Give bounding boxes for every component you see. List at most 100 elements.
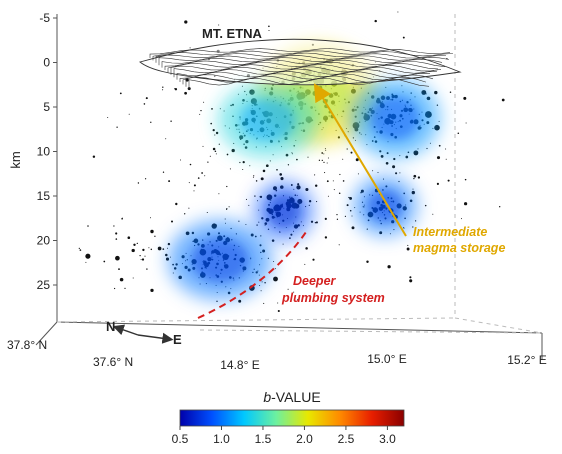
- hypocenter-dot: [242, 168, 244, 171]
- hypocenter-dot: [426, 147, 428, 150]
- hypocenter-dot: [214, 150, 217, 153]
- hypocenter-dot: [150, 288, 154, 293]
- annotation-magma-storage-line1: Intermediate: [413, 225, 487, 239]
- hypocenter-dot: [137, 182, 140, 184]
- hypocenter-dot: [352, 137, 355, 139]
- hypocenter-dot: [231, 148, 235, 153]
- hypocenter-dot: [307, 156, 309, 158]
- topography-contour: [155, 52, 447, 63]
- hypocenter-dot: [210, 122, 213, 125]
- hypocenter-dot: [499, 206, 501, 208]
- hypocenter-dot: [92, 155, 96, 158]
- box-back-edges: [56, 14, 543, 334]
- hypocenter-dot: [314, 222, 317, 224]
- hypocenter-dot: [463, 96, 467, 100]
- hypocenter-dot: [199, 113, 201, 115]
- hypocenter-dot: [140, 259, 142, 261]
- hypocenter-dot: [326, 180, 329, 183]
- hypocenter-dot: [461, 218, 462, 220]
- hypocenter-dot: [248, 204, 250, 206]
- hypocenter-dot: [349, 196, 353, 200]
- hypocenter-dot: [366, 260, 369, 263]
- hypocenter-dot: [148, 247, 150, 249]
- hypocenter-dot: [78, 247, 80, 249]
- hypocenter-dot: [103, 260, 106, 263]
- hypocenter-dot: [245, 198, 248, 200]
- hypocenter-dot: [287, 288, 289, 290]
- hypocenter-dot: [107, 117, 109, 118]
- colorbar: [179, 409, 405, 427]
- hypocenter-dot: [409, 276, 412, 279]
- hypocenter-dot: [133, 243, 136, 246]
- compass-north-label: N: [106, 319, 115, 334]
- b-value-cluster-core: [370, 96, 420, 140]
- hypocenter-dot: [139, 254, 141, 257]
- hypocenter-dot: [333, 189, 335, 191]
- hypocenter-dot: [239, 161, 241, 164]
- colorbar-tick-label: 0.5: [172, 432, 189, 446]
- hypocenter-dot: [128, 113, 130, 115]
- hypocenter-dot: [305, 187, 309, 192]
- hypocenter-dot: [141, 258, 145, 261]
- hypocenter-dot: [85, 261, 87, 263]
- hypocenter-dot: [413, 177, 415, 180]
- hypocenter-dot: [314, 174, 316, 176]
- hypocenter-dot: [351, 226, 355, 230]
- hypocenter-dot: [464, 178, 467, 181]
- hypocenter-dot: [464, 202, 468, 206]
- hypocenter-dot: [324, 217, 327, 220]
- annotation-deeper-plumbing-line1: Deeper: [293, 274, 337, 288]
- hypocenter-dot: [324, 148, 326, 150]
- volcano-label: MT. ETNA: [202, 26, 263, 41]
- hypocenter-dot: [170, 220, 174, 223]
- hypocenter-dot: [150, 217, 151, 219]
- x-tick-label: 14.8° E: [220, 358, 260, 372]
- hypocenter-dot: [184, 213, 186, 215]
- hypocenter-dot: [323, 153, 325, 155]
- hypocenter-dot: [202, 145, 204, 147]
- x-tick-label: 15.0° E: [367, 352, 407, 366]
- hypocenter-dot: [417, 176, 421, 179]
- hypocenter-dot: [465, 122, 467, 124]
- depth-axis-ticks: -5 0 5 10 15 20 25: [37, 11, 57, 292]
- hypocenter-dot: [254, 195, 256, 197]
- hypocenter-dot: [276, 168, 278, 171]
- compass-rose: N E: [106, 319, 182, 347]
- hypocenter-dot: [397, 11, 399, 13]
- hypocenter-dot: [346, 204, 349, 207]
- hypocenter-dot: [207, 161, 209, 163]
- hypocenter-dot: [451, 233, 453, 234]
- hypocenter-dot: [464, 229, 466, 231]
- hypocenter-dot: [321, 152, 324, 154]
- hypocenter-dot: [325, 149, 327, 151]
- hypocenter-dot: [305, 247, 308, 250]
- hypocenter-dot: [260, 290, 262, 292]
- hypocenter-dot: [338, 192, 341, 194]
- depth-tick-label: 0: [43, 56, 50, 70]
- hypocenter-dot: [184, 91, 187, 95]
- hypocenter-dot: [136, 242, 138, 245]
- hypocenter-dot: [269, 160, 271, 162]
- hypocenter-dot: [167, 242, 171, 246]
- hypocenter-dot: [392, 165, 396, 169]
- hypocenter-dot: [327, 195, 329, 197]
- hypocenter-dot: [436, 156, 441, 160]
- hypocenter-dot: [501, 98, 505, 102]
- depth-tick-label: -5: [39, 11, 50, 25]
- hypocenter-dot: [131, 248, 135, 253]
- hypocenter-dot: [387, 265, 391, 269]
- hypocenter-dot: [262, 169, 266, 173]
- hypocenter-dot: [293, 291, 295, 293]
- hypocenter-dot: [132, 277, 134, 279]
- hypocenter-dot: [326, 162, 328, 164]
- hypocenter-dot: [323, 161, 325, 164]
- hypocenter-dot: [377, 171, 379, 174]
- hypocenter-dot: [332, 180, 334, 182]
- hypocenter-dot: [162, 89, 164, 91]
- compass-east-label: E: [173, 332, 182, 347]
- hypocenter-dot: [372, 170, 374, 172]
- hypocenter-dot: [357, 173, 359, 175]
- y-tick-label: 37.6° N: [93, 355, 133, 369]
- hypocenter-dot: [154, 235, 156, 237]
